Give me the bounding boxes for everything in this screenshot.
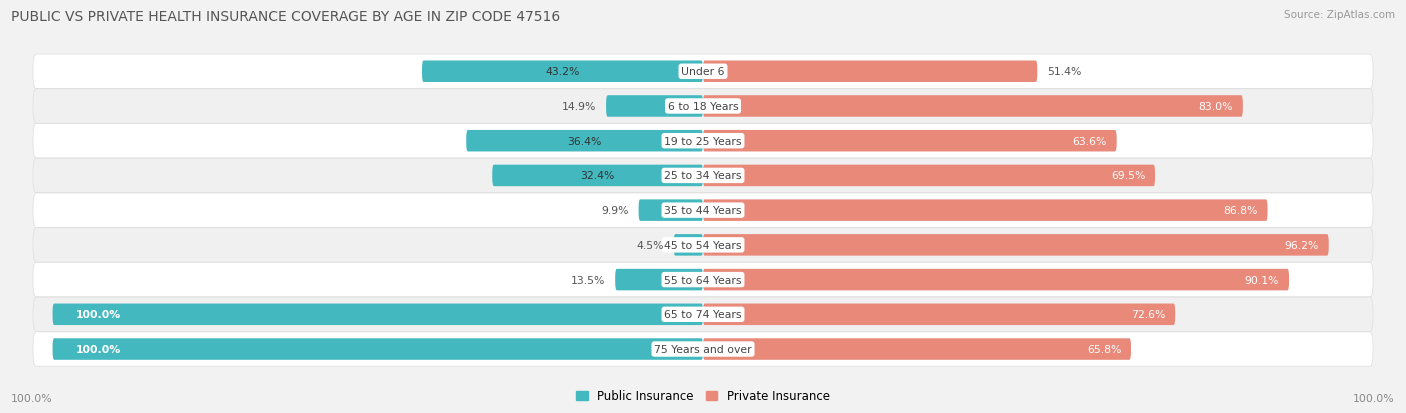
FancyBboxPatch shape [703, 338, 1130, 360]
Text: 6 to 18 Years: 6 to 18 Years [668, 102, 738, 112]
FancyBboxPatch shape [638, 200, 703, 221]
Text: 36.4%: 36.4% [568, 136, 602, 146]
FancyBboxPatch shape [673, 235, 703, 256]
FancyBboxPatch shape [703, 131, 1116, 152]
FancyBboxPatch shape [32, 228, 1374, 262]
Text: 25 to 34 Years: 25 to 34 Years [664, 171, 742, 181]
Text: 51.4%: 51.4% [1047, 67, 1081, 77]
FancyBboxPatch shape [606, 96, 703, 117]
Text: Source: ZipAtlas.com: Source: ZipAtlas.com [1284, 10, 1395, 20]
Text: 75 Years and over: 75 Years and over [654, 344, 752, 354]
FancyBboxPatch shape [32, 332, 1374, 366]
FancyBboxPatch shape [32, 159, 1374, 193]
FancyBboxPatch shape [492, 165, 703, 187]
Text: 65 to 74 Years: 65 to 74 Years [664, 310, 742, 320]
FancyBboxPatch shape [422, 62, 703, 83]
Text: 86.8%: 86.8% [1223, 206, 1258, 216]
FancyBboxPatch shape [703, 304, 1175, 325]
Legend: Public Insurance, Private Insurance: Public Insurance, Private Insurance [571, 385, 835, 407]
Text: 55 to 64 Years: 55 to 64 Years [664, 275, 742, 285]
Text: 43.2%: 43.2% [546, 67, 579, 77]
FancyBboxPatch shape [703, 165, 1156, 187]
FancyBboxPatch shape [703, 96, 1243, 117]
Text: 13.5%: 13.5% [571, 275, 606, 285]
Text: 100.0%: 100.0% [11, 393, 53, 403]
Text: 100.0%: 100.0% [76, 344, 121, 354]
Text: PUBLIC VS PRIVATE HEALTH INSURANCE COVERAGE BY AGE IN ZIP CODE 47516: PUBLIC VS PRIVATE HEALTH INSURANCE COVER… [11, 10, 561, 24]
Text: 72.6%: 72.6% [1130, 310, 1166, 320]
Text: 100.0%: 100.0% [1353, 393, 1395, 403]
FancyBboxPatch shape [703, 235, 1329, 256]
FancyBboxPatch shape [467, 131, 703, 152]
Text: 45 to 54 Years: 45 to 54 Years [664, 240, 742, 250]
Text: 19 to 25 Years: 19 to 25 Years [664, 136, 742, 146]
FancyBboxPatch shape [32, 90, 1374, 124]
Text: 65.8%: 65.8% [1087, 344, 1121, 354]
Text: 32.4%: 32.4% [581, 171, 614, 181]
Text: 83.0%: 83.0% [1198, 102, 1233, 112]
Text: 4.5%: 4.5% [637, 240, 664, 250]
Text: 90.1%: 90.1% [1244, 275, 1279, 285]
FancyBboxPatch shape [32, 263, 1374, 297]
Text: 96.2%: 96.2% [1285, 240, 1319, 250]
FancyBboxPatch shape [32, 297, 1374, 332]
FancyBboxPatch shape [32, 193, 1374, 228]
FancyBboxPatch shape [52, 338, 703, 360]
FancyBboxPatch shape [32, 124, 1374, 159]
Text: 69.5%: 69.5% [1111, 171, 1146, 181]
FancyBboxPatch shape [703, 269, 1289, 291]
FancyBboxPatch shape [703, 62, 1038, 83]
Text: Under 6: Under 6 [682, 67, 724, 77]
FancyBboxPatch shape [52, 304, 703, 325]
FancyBboxPatch shape [616, 269, 703, 291]
Text: 9.9%: 9.9% [602, 206, 628, 216]
Text: 14.9%: 14.9% [562, 102, 596, 112]
Text: 100.0%: 100.0% [76, 310, 121, 320]
FancyBboxPatch shape [32, 55, 1374, 89]
Text: 35 to 44 Years: 35 to 44 Years [664, 206, 742, 216]
FancyBboxPatch shape [703, 200, 1268, 221]
Text: 63.6%: 63.6% [1073, 136, 1107, 146]
